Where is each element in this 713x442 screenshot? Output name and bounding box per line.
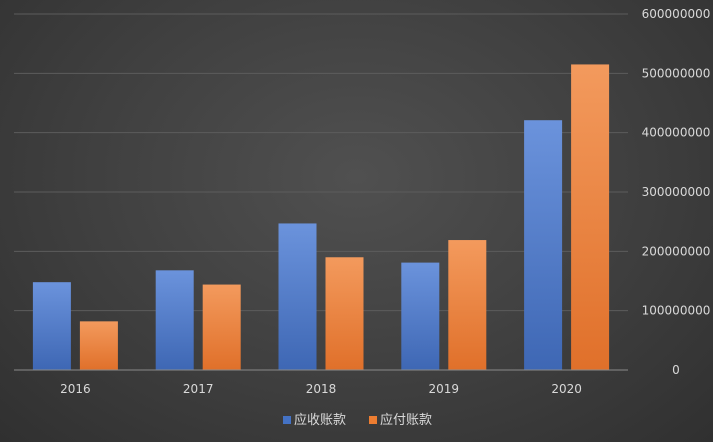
legend-label: 应付账款 [380,412,432,428]
y-tick-label: 600000000 [642,7,711,21]
x-tick-label: 2018 [306,382,337,396]
x-tick-label: 2016 [60,382,91,396]
x-tick-label: 2019 [429,382,460,396]
y-axis: 0 100000000 200000000 300000000 400000000 500… [642,7,711,377]
bar-payable-2020 [571,64,610,370]
legend-swatch [283,416,291,424]
bar-receivable-2019 [401,262,440,370]
bar-receivable-2020 [524,120,563,370]
bar-receivable-2016 [32,282,71,370]
bar-payable-2018 [325,257,364,370]
x-axis: 2016 2017 2018 2019 2020 [14,369,628,396]
bars [32,64,610,370]
bar-receivable-2017 [155,270,194,370]
y-tick-label: 0 [672,363,680,377]
y-tick-label: 400000000 [642,126,711,140]
legend-label: 应收账款 [294,412,346,428]
x-tick-label: 2020 [551,382,582,396]
y-tick-label: 300000000 [642,185,711,199]
y-tick-label: 200000000 [642,244,711,258]
y-tick-label: 100000000 [642,304,711,318]
bar-receivable-2018 [278,223,317,370]
bar-payable-2016 [79,321,118,370]
x-tick-label: 2017 [183,382,214,396]
legend: 应收账款 应付账款 [283,412,432,428]
bar-payable-2019 [448,240,487,370]
bar-payable-2017 [202,284,241,370]
y-tick-label: 500000000 [642,66,711,80]
legend-swatch [369,416,377,424]
